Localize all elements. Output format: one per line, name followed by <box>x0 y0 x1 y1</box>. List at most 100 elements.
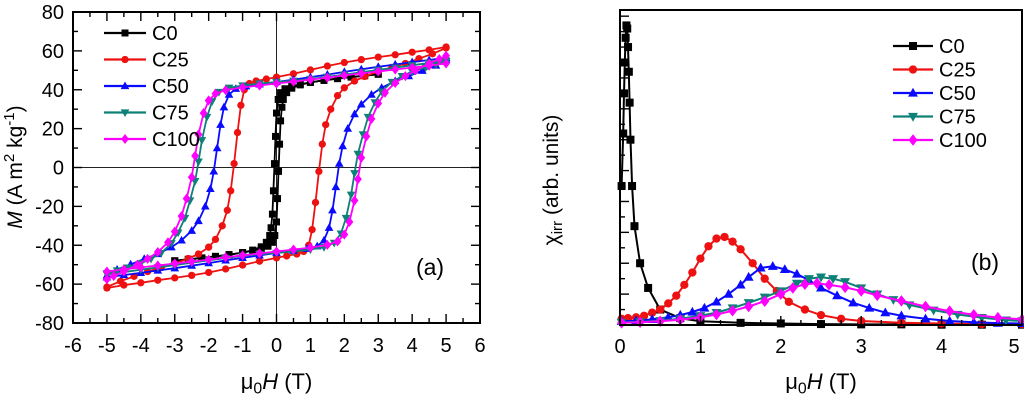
C50-marker <box>324 223 334 231</box>
C100-marker <box>435 53 444 65</box>
C75-marker <box>346 191 356 200</box>
C50-marker <box>356 99 366 108</box>
C0-marker <box>273 218 280 226</box>
y-axis-title: χirr (arb. units) <box>540 115 566 246</box>
C25-marker <box>171 274 179 282</box>
C50-marker <box>212 143 222 152</box>
C100-marker <box>800 278 810 290</box>
C100-marker <box>945 305 955 317</box>
C50-marker <box>219 102 229 111</box>
C100-marker <box>840 281 850 294</box>
C50-marker <box>699 302 710 312</box>
x-tick-label: -5 <box>98 335 116 357</box>
C50-marker <box>848 297 859 307</box>
C100-marker <box>182 193 191 204</box>
x-tick-label: 6 <box>474 335 485 357</box>
C100-marker <box>191 150 200 161</box>
y-tick-label: -80 <box>35 313 64 335</box>
C100-marker <box>401 71 410 82</box>
legend-label: C100 <box>939 130 987 152</box>
legend-label: C50 <box>939 83 976 105</box>
y-tick-label: -20 <box>35 196 64 218</box>
C25-marker <box>408 48 416 56</box>
legend-a: C0 C25 C50 C75 C100 <box>104 23 200 151</box>
C50-marker <box>723 288 734 298</box>
C50-marker <box>209 166 219 175</box>
C0-marker <box>347 73 355 81</box>
C0-marker <box>273 109 280 117</box>
legend-triangle-down-icon <box>908 112 918 122</box>
C50-marker <box>711 296 722 306</box>
C25-marker <box>289 70 298 78</box>
C75-marker <box>197 137 207 145</box>
C50-marker <box>343 124 353 132</box>
x-tick-label: -4 <box>132 335 150 357</box>
series-C25 <box>617 232 1024 329</box>
C25-marker <box>211 235 220 244</box>
C0-marker <box>267 224 275 232</box>
legend-circle-icon <box>121 55 129 64</box>
C100-marker <box>323 239 332 250</box>
x-axis-title: μ0H (T) <box>241 369 313 397</box>
C50-marker <box>755 262 766 272</box>
C100-marker <box>760 295 770 307</box>
C50-marker <box>880 307 891 317</box>
C100-marker <box>170 226 179 237</box>
C50-marker <box>194 216 203 225</box>
C50-marker <box>328 205 337 214</box>
C25-marker <box>391 51 399 59</box>
C100-marker <box>411 65 420 76</box>
C25-marker <box>205 243 213 251</box>
C100-marker <box>442 58 451 69</box>
legend-circle-icon <box>908 65 918 74</box>
C100-marker <box>238 250 247 261</box>
C100-marker <box>374 98 383 109</box>
C50-marker <box>331 182 341 191</box>
C100-marker <box>187 256 196 267</box>
C100-marker <box>170 258 179 269</box>
C100-marker <box>391 64 400 75</box>
C25-marker <box>323 62 332 70</box>
C50-marker <box>338 141 347 150</box>
C100-marker <box>306 74 315 85</box>
C25-marker <box>255 257 264 265</box>
legend-item-C100: C100 <box>893 130 987 152</box>
legend-item-C0: C0 <box>104 23 178 45</box>
C25-marker <box>736 245 745 254</box>
C0-marker <box>274 195 282 203</box>
C100-marker <box>442 50 451 61</box>
x-tick-label: -3 <box>166 335 184 357</box>
C100-marker <box>143 253 152 264</box>
C100-marker <box>856 285 866 297</box>
series-C50-line-0 <box>106 58 447 279</box>
C50-marker <box>864 302 875 312</box>
C75-marker <box>816 273 826 283</box>
zero-lines <box>73 12 480 323</box>
C0-marker <box>264 242 272 250</box>
legend-triangle-up-icon <box>120 81 130 90</box>
C0-marker <box>266 232 274 240</box>
x-tick-label: 3 <box>373 335 384 357</box>
legend-triangle-up-icon <box>908 87 918 97</box>
C100-marker <box>199 108 208 119</box>
C25-marker <box>656 305 665 314</box>
legend-item-C50: C50 <box>893 83 976 105</box>
C100-marker <box>345 216 354 227</box>
C100-marker <box>391 77 400 88</box>
C25-marker <box>704 242 713 251</box>
legend-item-C75: C75 <box>893 107 976 129</box>
C50-marker <box>687 306 698 316</box>
C100-marker <box>119 266 128 277</box>
C0-marker <box>274 95 282 103</box>
C50-marker <box>177 235 186 244</box>
C25-marker <box>230 159 238 168</box>
C0-marker <box>277 89 285 97</box>
C0-marker <box>276 140 284 148</box>
C25-marker <box>322 121 330 129</box>
x-tick-label: -1 <box>234 335 252 357</box>
C0-marker <box>257 243 265 251</box>
C50-marker <box>920 313 931 323</box>
C25-marker <box>680 280 689 290</box>
y-tick-label: -60 <box>35 274 64 296</box>
C100-marker <box>896 295 906 307</box>
